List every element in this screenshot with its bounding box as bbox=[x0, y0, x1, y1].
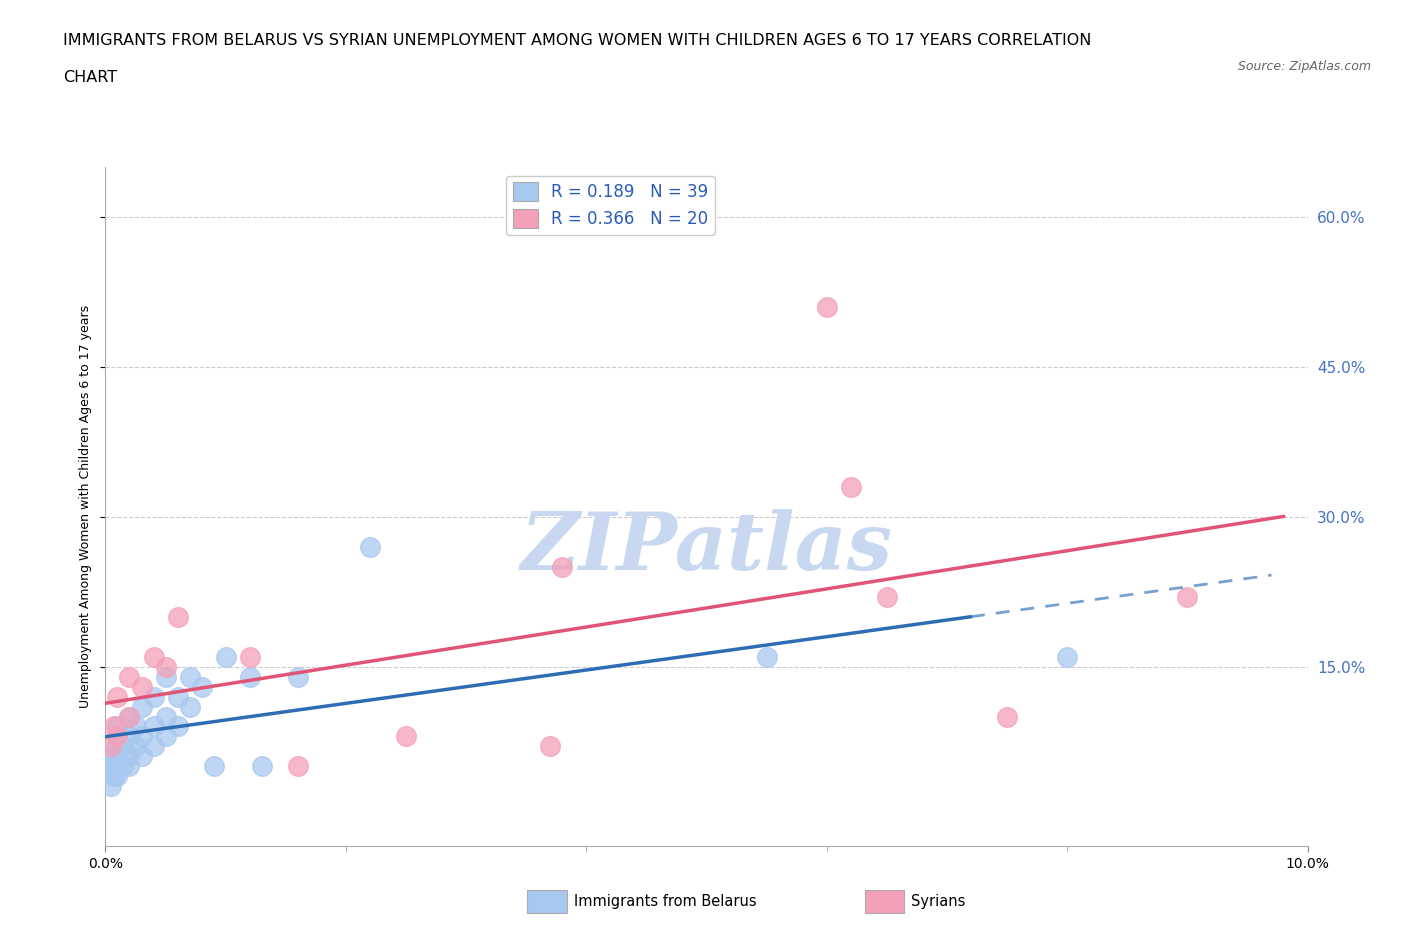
Point bbox=[142, 649, 165, 664]
Point bbox=[107, 719, 129, 734]
Point bbox=[395, 729, 418, 744]
Point bbox=[118, 709, 141, 724]
Point bbox=[287, 759, 309, 774]
Point bbox=[155, 729, 177, 744]
Point bbox=[100, 739, 122, 754]
Text: Source: ZipAtlas.com: Source: ZipAtlas.com bbox=[1237, 60, 1371, 73]
Point bbox=[118, 749, 141, 764]
Point bbox=[214, 649, 236, 664]
Point bbox=[142, 739, 165, 754]
Point bbox=[839, 480, 862, 495]
Point bbox=[107, 769, 129, 784]
Text: CHART: CHART bbox=[63, 70, 117, 85]
Point bbox=[1056, 649, 1078, 664]
Text: Immigrants from Belarus: Immigrants from Belarus bbox=[574, 894, 756, 910]
Point bbox=[100, 779, 122, 794]
Point bbox=[179, 699, 201, 714]
Point bbox=[118, 759, 141, 774]
Point bbox=[815, 299, 838, 314]
Point bbox=[995, 709, 1018, 724]
Point bbox=[155, 670, 177, 684]
Point bbox=[103, 769, 125, 784]
Point bbox=[250, 759, 273, 774]
Point bbox=[131, 749, 153, 764]
Point bbox=[359, 539, 381, 554]
Point bbox=[142, 719, 165, 734]
Point bbox=[551, 559, 574, 574]
Point bbox=[155, 709, 177, 724]
Point bbox=[107, 689, 129, 704]
Text: ZIPatlas: ZIPatlas bbox=[520, 509, 893, 586]
Point bbox=[103, 719, 125, 734]
Point bbox=[124, 719, 146, 734]
Point bbox=[876, 590, 898, 604]
Point bbox=[239, 649, 262, 664]
Point bbox=[1175, 590, 1198, 604]
Point bbox=[107, 749, 129, 764]
Point bbox=[190, 679, 212, 694]
Point bbox=[112, 739, 135, 754]
Point bbox=[131, 699, 153, 714]
Point bbox=[155, 659, 177, 674]
Point bbox=[755, 649, 778, 664]
Point bbox=[112, 759, 135, 774]
Point bbox=[107, 739, 129, 754]
Point bbox=[104, 759, 127, 774]
Point bbox=[107, 729, 129, 744]
Point bbox=[118, 670, 141, 684]
Legend: R = 0.189   N = 39, R = 0.366   N = 20: R = 0.189 N = 39, R = 0.366 N = 20 bbox=[506, 176, 714, 234]
Point bbox=[166, 609, 188, 624]
Text: Syrians: Syrians bbox=[911, 894, 966, 910]
Point bbox=[239, 670, 262, 684]
Point bbox=[103, 749, 125, 764]
Point bbox=[100, 759, 122, 774]
Point bbox=[538, 739, 561, 754]
Point bbox=[179, 670, 201, 684]
Point bbox=[118, 709, 141, 724]
Point bbox=[166, 719, 188, 734]
Point bbox=[118, 729, 141, 744]
Point bbox=[287, 670, 309, 684]
Point bbox=[131, 729, 153, 744]
Point bbox=[166, 689, 188, 704]
Text: IMMIGRANTS FROM BELARUS VS SYRIAN UNEMPLOYMENT AMONG WOMEN WITH CHILDREN AGES 6 : IMMIGRANTS FROM BELARUS VS SYRIAN UNEMPL… bbox=[63, 33, 1091, 47]
Point bbox=[202, 759, 225, 774]
Point bbox=[124, 739, 146, 754]
Point bbox=[142, 689, 165, 704]
Y-axis label: Unemployment Among Women with Children Ages 6 to 17 years: Unemployment Among Women with Children A… bbox=[79, 305, 93, 709]
Point bbox=[131, 679, 153, 694]
